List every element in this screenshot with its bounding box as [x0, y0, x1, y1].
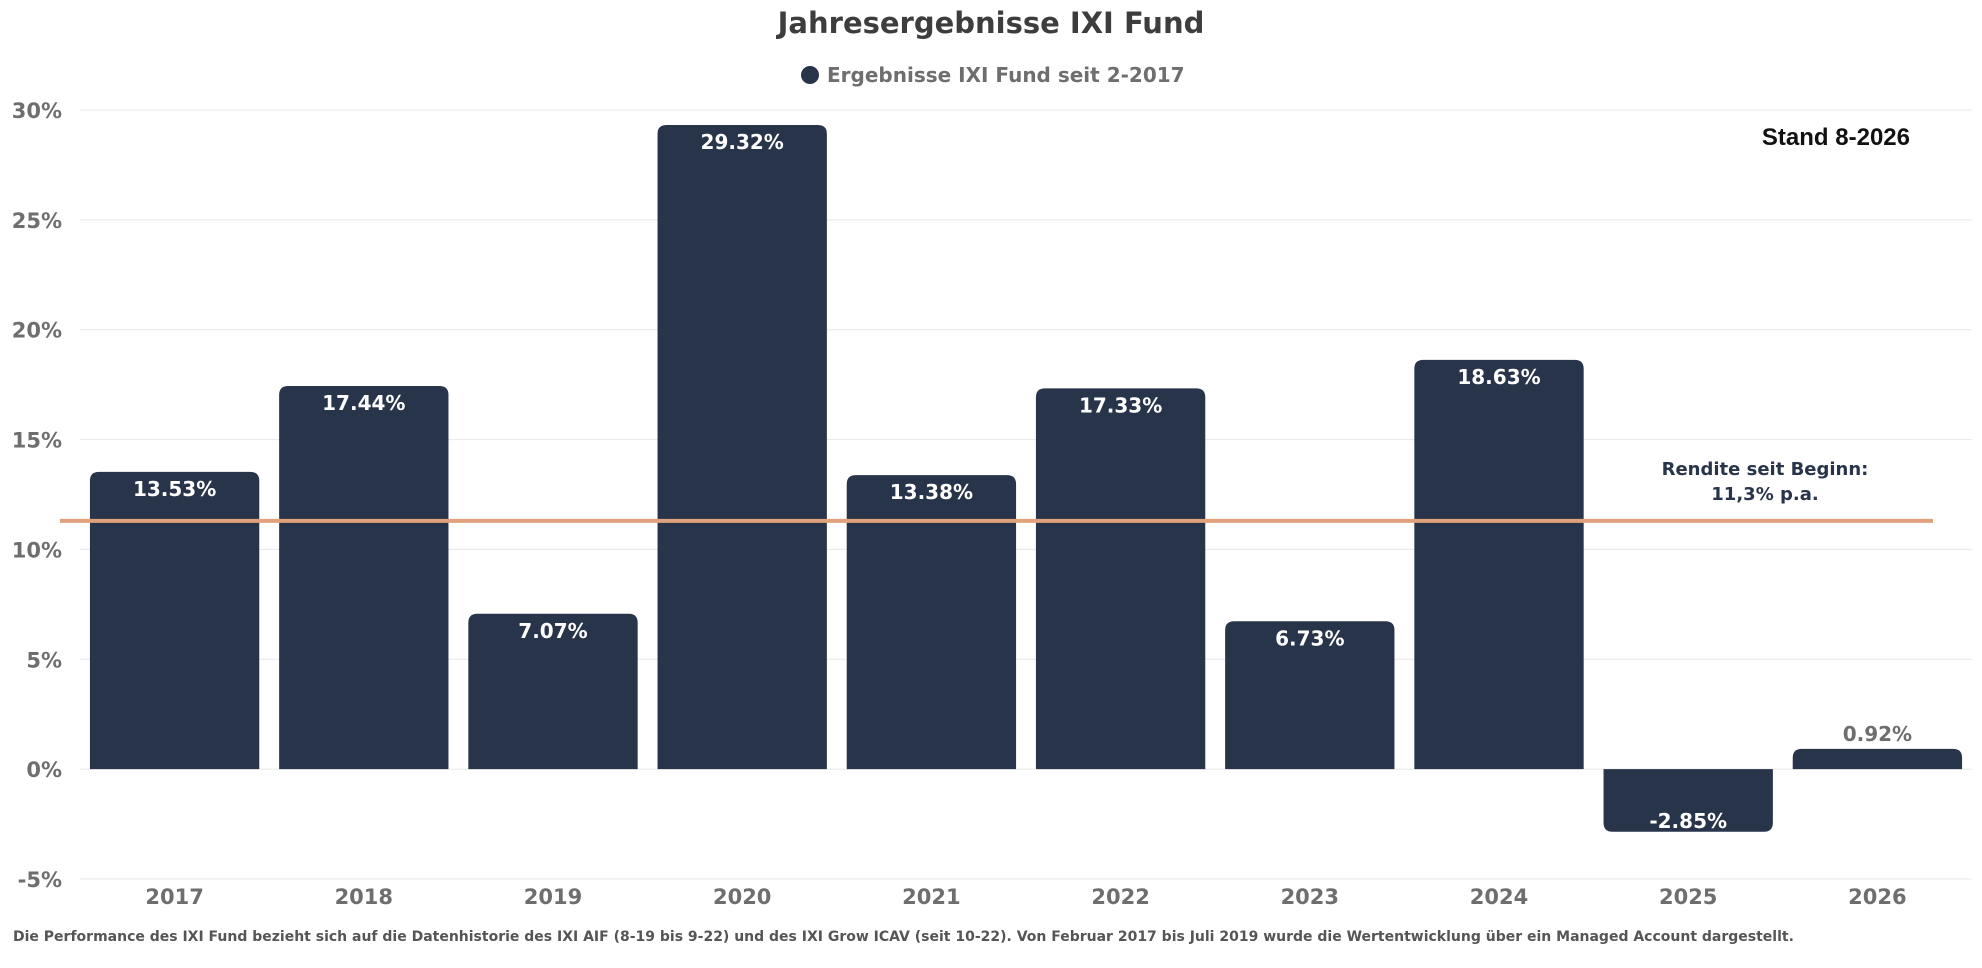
- data-label: 17.33%: [1079, 393, 1162, 417]
- y-tick-label: 5%: [26, 648, 62, 672]
- y-tick-label: 30%: [12, 99, 62, 123]
- y-tick-label: 20%: [12, 319, 62, 343]
- bar-2025: [1603, 769, 1773, 832]
- x-tick-label: 2026: [1848, 885, 1906, 909]
- data-label: 18.63%: [1457, 365, 1540, 389]
- bar-2021: [846, 475, 1017, 770]
- y-tick-label: 15%: [12, 429, 62, 453]
- data-label: -2.85%: [1649, 809, 1727, 833]
- x-tick-label: 2021: [902, 885, 960, 909]
- bar-2019: [468, 613, 638, 770]
- bar-2017: [89, 471, 260, 770]
- reference-label-line1: Rendite seit Beginn:: [1662, 459, 1869, 480]
- y-tick-label: 10%: [12, 538, 62, 562]
- legend-label: Ergebnisse IXI Fund seit 2-2017: [827, 63, 1185, 87]
- y-tick-label: -5%: [18, 868, 62, 892]
- legend-marker-icon: [801, 66, 819, 84]
- data-label: 13.53%: [133, 477, 216, 501]
- data-label: 0.92%: [1843, 722, 1912, 746]
- data-label: 13.38%: [890, 480, 973, 504]
- bar-2024: [1414, 359, 1584, 770]
- y-tick-label: 0%: [26, 758, 62, 782]
- x-tick-label: 2018: [335, 885, 393, 909]
- x-tick-label: 2023: [1281, 885, 1339, 909]
- data-label: 29.32%: [701, 130, 784, 154]
- footnote: Die Performance des IXI Fund bezieht sic…: [13, 929, 1794, 945]
- x-tick-label: 2022: [1091, 885, 1149, 909]
- y-tick-label: 25%: [12, 209, 62, 233]
- data-label: 17.44%: [322, 391, 405, 415]
- x-tick-label: 2017: [145, 885, 203, 909]
- bar-2020: [657, 124, 827, 770]
- bar-2022: [1035, 388, 1206, 770]
- chart-title: Jahresergebnisse IXI Fund: [776, 6, 1205, 40]
- data-labels: 13.53% 17.44% 7.07% 29.32% 13.38% 17.33% 6.73%…: [133, 130, 1912, 833]
- reference-label-line2: 11,3% p.a.: [1711, 484, 1818, 505]
- bars: [89, 124, 1963, 832]
- bar-2018: [279, 385, 449, 770]
- x-tick-label: 2025: [1659, 885, 1717, 909]
- bar-2023: [1225, 621, 1395, 770]
- data-label: 6.73%: [1275, 626, 1344, 650]
- x-axis-ticks: 2017 2018 2019 2020 2021 2022 2023 2024 2025 2026: [145, 885, 1906, 909]
- x-tick-label: 2024: [1470, 885, 1528, 909]
- x-tick-label: 2019: [524, 885, 582, 909]
- legend[interactable]: Ergebnisse IXI Fund seit 2-2017: [801, 63, 1185, 87]
- x-tick-label: 2020: [713, 885, 771, 909]
- bar-2026: [1792, 748, 1963, 770]
- data-label: 7.07%: [518, 619, 587, 643]
- y-axis-ticks: -5% 0% 5% 10% 15% 20% 25% 30%: [12, 99, 62, 892]
- stand-annotation: Stand 8-2026: [1762, 124, 1910, 151]
